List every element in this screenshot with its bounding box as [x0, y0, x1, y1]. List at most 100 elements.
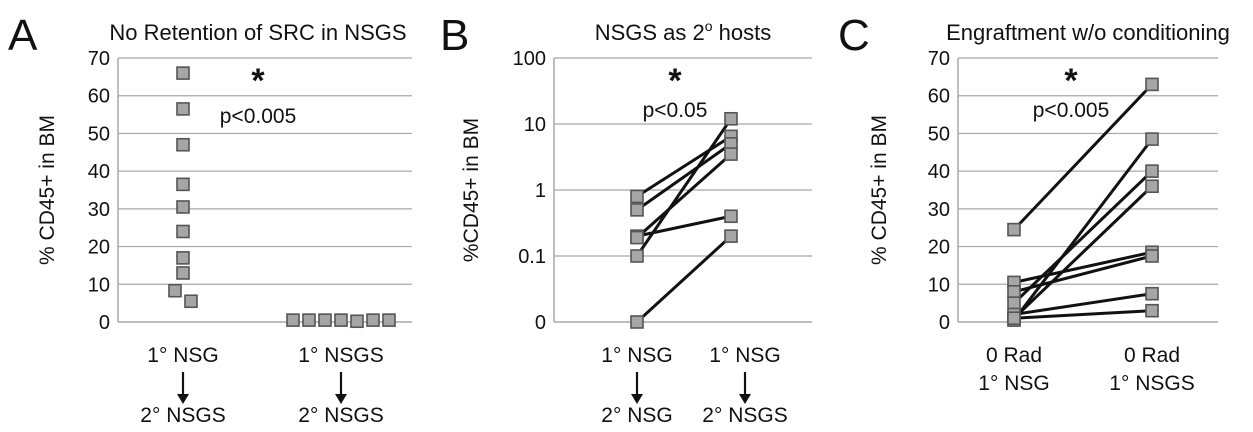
panel-b-data-point — [630, 315, 644, 329]
panel-c-y-tick-label: 40 — [928, 161, 950, 183]
panel-a-data-point — [176, 251, 190, 265]
panel-a-data-point — [286, 313, 300, 327]
panel-a-x-category-1-bottom: 2° NSGS — [140, 404, 225, 427]
panel-b-y-tick-label: 10 — [524, 114, 546, 136]
panel-b-y-tick-label: 0 — [535, 312, 546, 334]
panel-c-y-tick-label: 0 — [939, 312, 950, 334]
panel-b: B NSGS as 2o hosts %CD45+ in BM 0 0.1 1 10 1… — [440, 11, 812, 427]
panel-b-x-category-2-top: 1° NSG — [709, 344, 780, 367]
panel-b-arrowhead-2 — [739, 394, 751, 404]
panel-b-data-point — [630, 203, 644, 217]
panel-a-arrowhead-1 — [177, 394, 189, 404]
panel-a-data-point — [302, 313, 316, 327]
panel-c-x-category-2-top: 0 Rad — [1124, 344, 1180, 367]
panel-c-x-category-2-bottom: 1° NSGS — [1109, 372, 1194, 395]
panel-c-y-tick-label: 70 — [928, 48, 950, 70]
panel-a-data-point — [382, 313, 396, 327]
panel-a-data-point — [366, 313, 380, 327]
panel-c-y-axis-label: % CD45+ in BM — [868, 115, 891, 265]
panel-b-x-category-2-bottom: 2° NSGS — [702, 404, 787, 427]
panel-a-y-axis-label: % CD45+ in BM — [36, 115, 59, 265]
panel-c-data-point — [1145, 249, 1159, 263]
panel-a-data-point — [168, 283, 182, 298]
panel-c-significance-star: * — [1064, 62, 1078, 100]
panel-b-pair-line — [635, 117, 733, 257]
panel-c-x-category-1-top: 0 Rad — [986, 344, 1042, 367]
panel-c-pair-line — [1013, 254, 1153, 294]
panel-c-data-point — [1145, 286, 1159, 301]
panel-a-y-tick-label: 40 — [88, 161, 110, 183]
panel-c-pair-line — [1013, 309, 1153, 320]
panel-a-data-point — [176, 200, 190, 214]
panel-b-p-value: p<0.05 — [643, 99, 708, 122]
panel-a-y-tick-label: 0 — [99, 312, 110, 334]
panel-a-y-tick-label: 10 — [88, 274, 110, 296]
panel-b-data-point — [724, 229, 738, 243]
panel-a-data-point — [176, 177, 190, 192]
panel-a-x-category-1-top: 1° NSG — [147, 344, 218, 367]
panel-c-pair-line — [1013, 250, 1153, 284]
panel-a-data-point — [176, 224, 190, 239]
panel-b-x-category-1-bottom: 2° NSG — [601, 404, 672, 427]
panel-b-y-axis-label: %CD45+ in BM — [460, 118, 483, 262]
panel-a-arrowhead-2 — [335, 394, 347, 404]
panel-c-y-tick-label: 60 — [928, 86, 950, 108]
panel-a-y-tick-label: 70 — [88, 48, 110, 70]
panel-a-y-tick-label: 30 — [88, 199, 110, 221]
panel-a-title: No Retention of SRC in NSGS — [109, 20, 406, 45]
panel-c-title: Engraftment w/o conditioning — [946, 20, 1230, 45]
panel-a-data-point — [184, 294, 198, 309]
panel-a-data-point — [176, 137, 190, 152]
panel-b-data-point — [724, 111, 738, 126]
panel-c-y-tick-label: 50 — [928, 123, 950, 145]
panel-c-pair-line — [1013, 292, 1153, 316]
panel-b-significance-star: * — [668, 62, 682, 100]
panel-a-p-value: p<0.005 — [220, 105, 297, 128]
panel-b-arrowhead-1 — [631, 394, 643, 404]
panel-b-x-category-1-top: 1° NSG — [601, 344, 672, 367]
panel-c-y-tick-label: 30 — [928, 199, 950, 221]
panel-c-data-point — [1145, 303, 1159, 318]
panel-a-data-point — [176, 66, 190, 80]
panel-a-letter: A — [8, 11, 38, 60]
panel-b-pair-line — [635, 235, 733, 324]
panel-a-data-point — [334, 313, 348, 327]
panel-a-data-point — [318, 313, 332, 327]
panel-a-significance-star: * — [251, 62, 265, 100]
panel-c-data-point — [1007, 296, 1021, 310]
panel-c: C Engraftment w/o conditioning % CD45+ i… — [838, 11, 1230, 395]
panel-b-y-tick-label: 1 — [535, 180, 546, 202]
panel-b-pair-line — [636, 142, 732, 212]
panel-b-pair-line — [636, 135, 732, 198]
panel-b-data-point — [630, 189, 644, 204]
panel-c-data-point — [1145, 179, 1159, 194]
panel-b-letter: B — [440, 11, 469, 60]
panel-c-y-tick-label: 10 — [928, 274, 950, 296]
panel-c-pair-line — [1012, 170, 1154, 305]
panel-a-x-category-2-bottom: 2° NSGS — [298, 404, 383, 427]
panel-a-y-tick-label: 60 — [88, 86, 110, 108]
panel-b-title: NSGS as 2o hosts — [595, 18, 772, 45]
panel-c-pair-line — [1012, 83, 1154, 231]
panel-a-x-category-2-top: 1° NSGS — [298, 344, 383, 367]
panel-b-data-point — [630, 249, 644, 263]
panel-c-pair-line — [1012, 185, 1154, 320]
panel-c-p-value: p<0.005 — [1033, 99, 1110, 122]
panel-b-data-point — [724, 147, 738, 161]
panel-a-y-tick-label: 20 — [88, 237, 110, 259]
panel-c-data-point — [1007, 311, 1021, 326]
panel-c-pair-line — [1012, 138, 1154, 322]
panel-b-pair-line — [636, 152, 732, 239]
panel-c-y-tick-label: 20 — [928, 237, 950, 259]
panel-b-data-point — [630, 230, 644, 245]
panel-c-x-category-1-bottom: 1° NSG — [978, 372, 1049, 395]
panel-a-data-point — [350, 314, 364, 329]
panel-c-data-point — [1145, 164, 1159, 178]
panel-b-title-suffix: hosts — [713, 20, 772, 45]
panel-b-y-tick-label: 100 — [513, 48, 546, 70]
panel-b-title-superscript: o — [705, 18, 713, 34]
panel-c-data-point — [1007, 285, 1021, 299]
panel-c-data-point — [1145, 132, 1159, 146]
panel-a-y-tick-label: 50 — [88, 123, 110, 145]
